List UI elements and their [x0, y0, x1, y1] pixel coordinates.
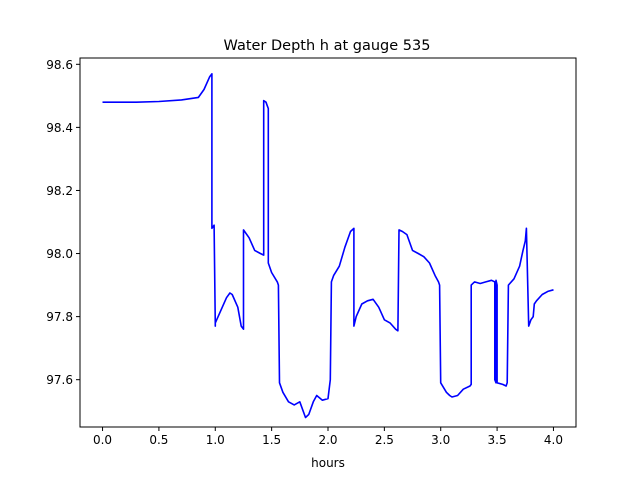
y-tick-label: 97.8 [46, 310, 73, 324]
x-tick-label: 0.5 [149, 433, 168, 447]
y-tick-label: 97.6 [46, 373, 73, 387]
y-tick-label: 98.4 [46, 121, 73, 135]
x-tick-label: 0.0 [93, 433, 112, 447]
chart-title: Water Depth h at gauge 535 [224, 38, 431, 54]
x-tick-label: 3.5 [488, 433, 507, 447]
y-tick-label: 98.6 [46, 58, 73, 72]
x-tick-label: 2.5 [375, 433, 394, 447]
x-tick-label: 4.0 [544, 433, 563, 447]
plot-frame [79, 57, 577, 428]
y-tick-label: 98.2 [46, 184, 73, 198]
y-tick-label: 98.0 [46, 247, 73, 261]
x-tick-label: 1.0 [206, 433, 225, 447]
x-tick-label: 3.0 [431, 433, 450, 447]
x-tick-label: 2.0 [318, 433, 337, 447]
x-axis-label: hours [311, 456, 345, 470]
series-line [102, 73, 554, 419]
x-tick-label: 1.5 [262, 433, 281, 447]
axis-ticks: 0.0 0.5 1.0 1.5 2.0 2.5 3.0 3.5 4.0 97.6 97.8 98.0 9… [46, 58, 563, 447]
